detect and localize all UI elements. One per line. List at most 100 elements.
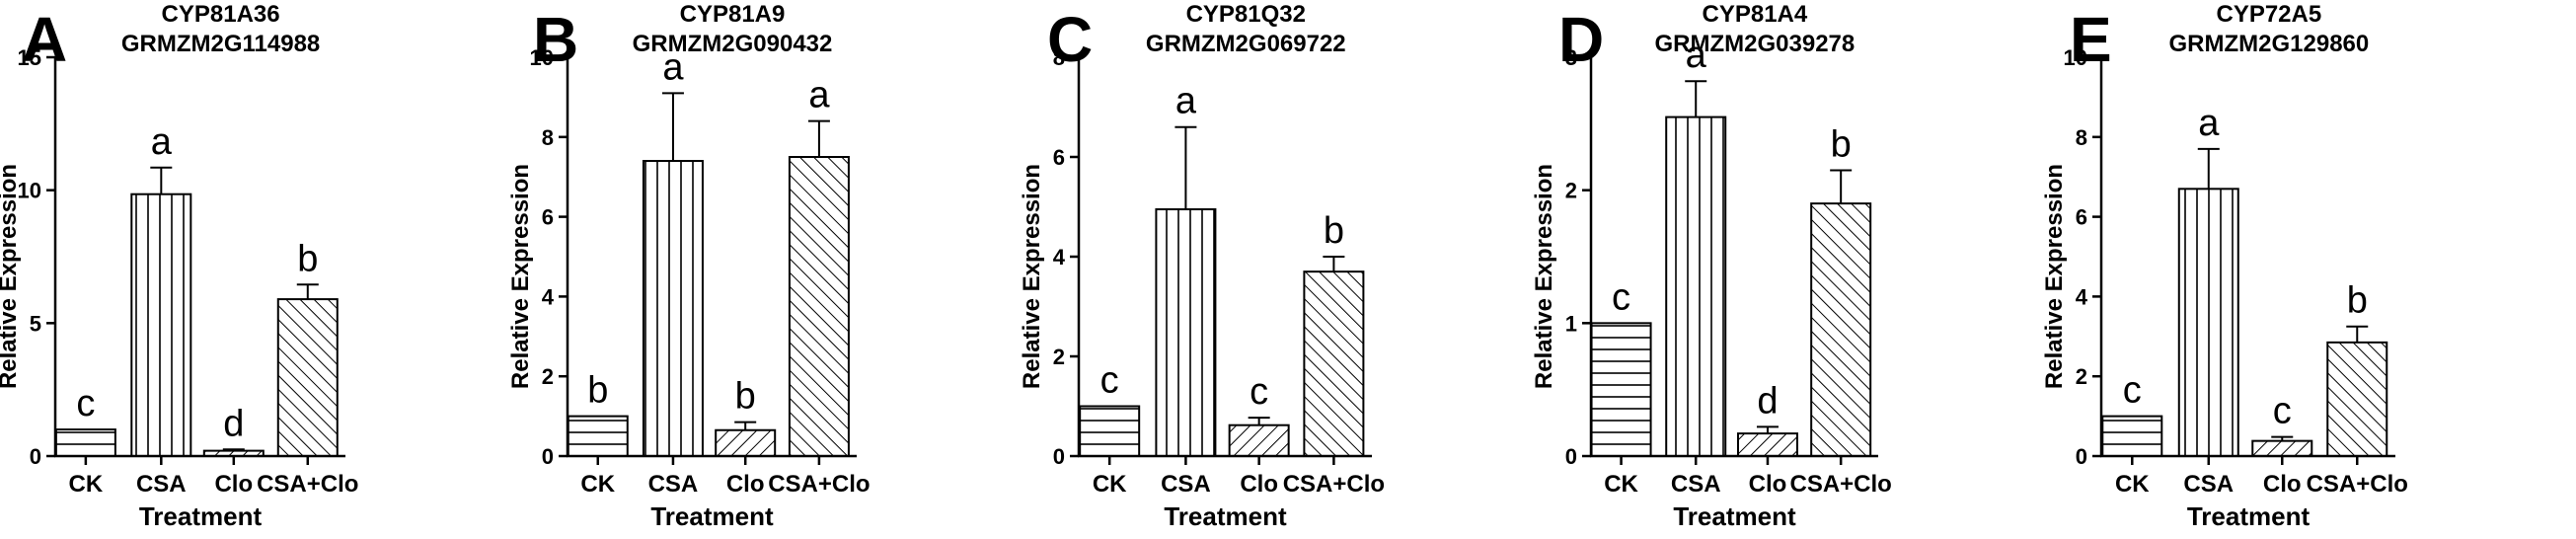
x-axis-label: Treatment bbox=[650, 501, 774, 531]
x-tick-label: Clo bbox=[726, 471, 765, 498]
x-tick-label: CSA+Clo bbox=[1789, 471, 1891, 498]
chart-title-line: CYP81A4 bbox=[1703, 1, 1808, 28]
significance-label: a bbox=[1686, 35, 1707, 76]
y-tick-label: 8 bbox=[2076, 125, 2087, 150]
y-axis-label: Relative Expression bbox=[2041, 164, 2068, 389]
significance-label: c bbox=[1250, 371, 1268, 413]
bar-csa-clo bbox=[1303, 270, 1365, 457]
x-axis-label: Treatment bbox=[1164, 501, 1287, 531]
x-tick-label: Clo bbox=[2263, 471, 2302, 498]
y-tick-label: 4 bbox=[1053, 245, 1066, 270]
bar-csa bbox=[130, 192, 192, 457]
significance-label: c bbox=[1612, 276, 1630, 318]
y-tick-label: 6 bbox=[1053, 145, 1065, 170]
x-tick-label: CSA bbox=[648, 471, 699, 498]
panel-letter: D bbox=[1558, 4, 1604, 75]
significance-label: c bbox=[2123, 370, 2142, 412]
bar-csa-clo bbox=[2326, 341, 2388, 457]
y-axis-label: Relative Expression bbox=[1531, 164, 1557, 389]
bar-ck bbox=[567, 415, 629, 458]
significance-label: b bbox=[2347, 280, 2368, 322]
y-tick-label: 2 bbox=[542, 364, 554, 389]
x-tick-label: CK bbox=[1604, 471, 1638, 498]
x-axis-label: Treatment bbox=[2187, 501, 2311, 531]
significance-label: a bbox=[1175, 81, 1197, 122]
y-tick-label: 0 bbox=[30, 444, 41, 469]
chart-panel-b: B CYP81A9 GRMZM2G090432 0 2 4 6 8 10 Relative Exp… bbox=[507, 1, 871, 531]
significance-label: a bbox=[808, 75, 830, 116]
x-tick-label: Clo bbox=[1240, 471, 1278, 498]
panel-letter: A bbox=[22, 4, 67, 75]
chart-panel-e: E CYP72A5 GRMZM2G129860 0 2 4 6 8 10 Relative Exp… bbox=[2041, 1, 2408, 531]
x-tick-label: CSA bbox=[1161, 471, 1211, 498]
y-tick-label: 0 bbox=[1565, 444, 1577, 469]
bar-ck bbox=[2101, 415, 2163, 458]
x-tick-label: CSA+Clo bbox=[2307, 471, 2408, 498]
chart-title-line: CYP81A36 bbox=[162, 1, 280, 28]
bar-clo bbox=[202, 449, 265, 458]
bar-csa bbox=[1155, 208, 1217, 457]
y-tick-label: 2 bbox=[1565, 179, 1577, 203]
x-axis-label: Treatment bbox=[1673, 501, 1796, 531]
x-tick-label: CK bbox=[580, 471, 615, 498]
significance-label: c bbox=[76, 383, 95, 424]
x-tick-label: CSA+Clo bbox=[1283, 471, 1385, 498]
x-axis-label: Treatment bbox=[139, 501, 263, 531]
y-tick-label: 2 bbox=[1053, 345, 1065, 369]
x-tick-label: CSA+Clo bbox=[768, 471, 870, 498]
bar-ck bbox=[1079, 405, 1141, 457]
significance-label: a bbox=[662, 46, 684, 88]
bar-csa-clo bbox=[1810, 202, 1872, 457]
x-tick-label: CSA bbox=[1671, 471, 1721, 498]
y-tick-label: 0 bbox=[1053, 444, 1065, 469]
y-tick-label: 4 bbox=[2076, 284, 2088, 309]
y-tick-label: 10 bbox=[530, 45, 554, 70]
x-tick-label: CSA+Clo bbox=[257, 471, 358, 498]
chart-panel-d: D CYP81A4 GRMZM2G039278 0 1 2 3 Relative Expres… bbox=[1531, 1, 1892, 531]
significance-label: a bbox=[151, 121, 173, 163]
significance-label: c bbox=[2273, 391, 2292, 432]
chart-panel-a: A CYP81A36 GRMZM2G114988 0 5 10 15 Relative Exp… bbox=[0, 1, 358, 531]
significance-label: b bbox=[1831, 123, 1852, 165]
y-tick-label: 15 bbox=[18, 45, 41, 70]
significance-label: c bbox=[1100, 360, 1119, 402]
x-tick-label: CK bbox=[1093, 471, 1127, 498]
bar-csa bbox=[1665, 116, 1727, 457]
y-axis-label: Relative Expression bbox=[1019, 164, 1045, 389]
bar-clo bbox=[2251, 439, 2313, 458]
bar-clo bbox=[1228, 424, 1290, 458]
significance-label: d bbox=[223, 403, 244, 444]
y-tick-label: 2 bbox=[2076, 364, 2087, 389]
y-tick-label: 8 bbox=[542, 125, 554, 150]
y-tick-label: 1 bbox=[1565, 311, 1577, 336]
panel-letter: B bbox=[533, 4, 578, 75]
y-tick-label: 10 bbox=[18, 179, 41, 203]
x-tick-label: CK bbox=[69, 471, 104, 498]
x-tick-label: Clo bbox=[214, 471, 253, 498]
panel-letter: E bbox=[2070, 4, 2112, 75]
y-tick-label: 5 bbox=[30, 311, 41, 336]
y-tick-label: 0 bbox=[2076, 444, 2087, 469]
bar-ck bbox=[54, 428, 116, 458]
bar-csa bbox=[2177, 188, 2239, 457]
x-tick-label: CK bbox=[2115, 471, 2150, 498]
y-tick-label: 6 bbox=[2076, 205, 2087, 230]
y-axis-label: Relative Expression bbox=[0, 164, 22, 389]
chart-title-line: GRMZM2G114988 bbox=[121, 31, 320, 57]
chart-title-line: GRMZM2G069722 bbox=[1146, 31, 1346, 57]
significance-label: a bbox=[2198, 103, 2220, 144]
significance-label: b bbox=[587, 370, 608, 412]
x-tick-label: CSA bbox=[2183, 471, 2234, 498]
y-tick-label: 8 bbox=[1053, 45, 1065, 70]
chart-title-line: CYP81A9 bbox=[680, 1, 786, 28]
significance-label: b bbox=[1324, 210, 1344, 252]
x-tick-label: CSA bbox=[136, 471, 187, 498]
significance-label: b bbox=[297, 238, 318, 279]
y-tick-label: 0 bbox=[542, 444, 554, 469]
y-tick-label: 6 bbox=[542, 205, 554, 230]
bar-clo bbox=[715, 428, 777, 457]
chart-title-line: GRMZM2G039278 bbox=[1654, 31, 1855, 57]
y-axis-label: Relative Expression bbox=[507, 164, 534, 389]
panel-letter: C bbox=[1047, 4, 1093, 75]
